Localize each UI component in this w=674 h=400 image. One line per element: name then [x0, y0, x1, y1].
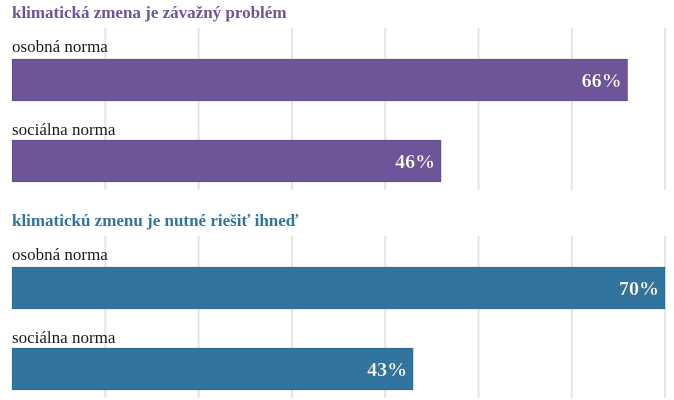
category-label: sociálna norma — [12, 120, 116, 139]
bar — [11, 347, 414, 391]
data-label: 43% — [367, 359, 407, 381]
category-label: osobná norma — [12, 245, 108, 264]
chart-title-1: klimatická zmena je závažný problém — [12, 3, 286, 22]
chart-title-2: klimatickú zmenu je nutné riešiť ihneď — [12, 211, 299, 230]
bar — [11, 139, 442, 183]
category-label: sociálna norma — [12, 328, 116, 347]
data-label: 46% — [395, 151, 435, 173]
bar — [11, 266, 666, 310]
category-label: osobná norma — [12, 37, 108, 56]
bar — [11, 58, 629, 102]
data-label: 70% — [619, 278, 659, 300]
data-label: 66% — [582, 70, 622, 92]
